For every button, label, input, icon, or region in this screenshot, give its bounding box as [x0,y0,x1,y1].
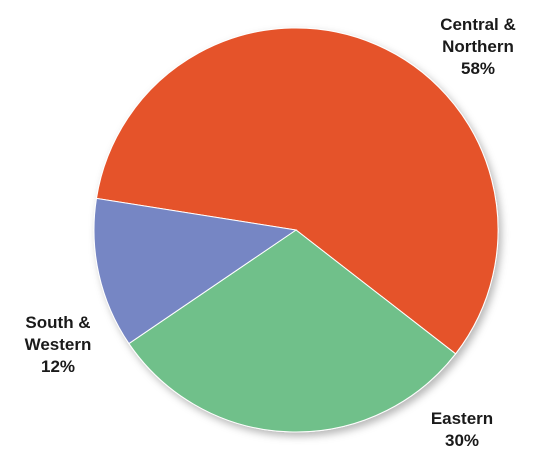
pie-slice-south-western [93,197,298,345]
slice-label-line: Western [25,335,92,354]
slice-label-central-northern: Central & Northern 58% [440,15,516,78]
slice-label-line: 30% [445,431,479,450]
slice-label-eastern: Eastern 30% [431,409,493,450]
slice-label-south-western: South & Western 12% [25,313,92,376]
pie-labels: Central & Northern 58% Eastern 30% South & Wes… [25,15,516,450]
pie-slice-eastern [128,229,457,433]
pie-slice-central-northern [95,27,499,355]
slice-label-line: Northern [442,37,514,56]
slice-label-line: 12% [41,357,75,376]
slice-label-line: 58% [461,59,495,78]
slice-label-line: South & [25,313,90,332]
pie-slices [93,27,499,433]
slice-label-line: Eastern [431,409,493,428]
slice-label-line: Central & [440,15,516,34]
